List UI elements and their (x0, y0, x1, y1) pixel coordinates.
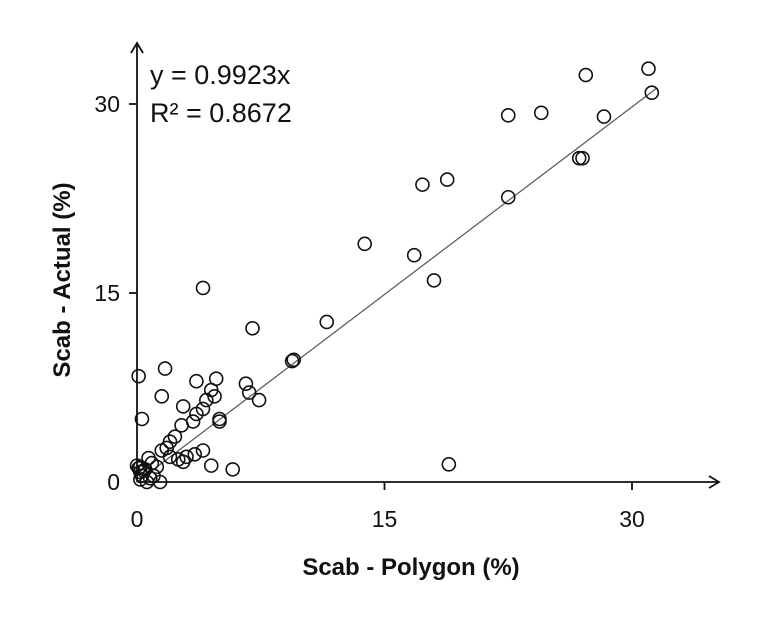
data-point (207, 389, 222, 404)
data-point (500, 189, 516, 205)
data-point (154, 443, 170, 458)
data-point (199, 392, 214, 408)
data-point (238, 376, 254, 392)
data-point (500, 108, 516, 123)
data-point (157, 361, 173, 376)
data-point (319, 314, 335, 330)
data-point (439, 172, 455, 187)
data-point (189, 406, 204, 422)
data-point (441, 457, 457, 472)
data-point (251, 392, 267, 408)
data-point (175, 454, 191, 470)
data-point (426, 273, 442, 288)
data-point (406, 247, 422, 263)
data-point (241, 385, 257, 400)
data-point (175, 399, 191, 414)
data-point (154, 389, 170, 404)
data-point (415, 177, 430, 192)
x-tick-label: 15 (372, 506, 398, 532)
equation-annotation: y = 0.9923x (150, 60, 291, 90)
r-squared-annotation: R² = 0.8672 (150, 98, 292, 128)
x-tick-label: 30 (619, 506, 645, 532)
y-tick-label: 15 (94, 280, 120, 306)
data-point (134, 411, 150, 427)
data-point (533, 105, 549, 121)
data-point (131, 368, 146, 384)
data-point (203, 458, 219, 473)
data-point (286, 352, 302, 368)
data-point (162, 449, 178, 465)
data-point (133, 459, 148, 475)
data-point (167, 429, 183, 444)
data-point (195, 280, 211, 296)
y-tick-label: 0 (107, 469, 120, 495)
data-point (149, 459, 165, 475)
y-ticks: 0 15 30 (94, 91, 137, 495)
data-point (284, 353, 300, 369)
data-point (644, 85, 660, 100)
x-tick-label: 0 (131, 506, 144, 532)
x-axis-title: Scab - Polygon (%) (302, 554, 519, 581)
data-point (571, 150, 587, 166)
data-point (212, 414, 227, 429)
data-point (641, 61, 656, 77)
data-point (187, 446, 203, 462)
data-point (152, 474, 168, 490)
data-point (136, 463, 151, 478)
data-point (195, 443, 211, 458)
data-point (578, 67, 594, 83)
y-tick-label: 30 (94, 91, 120, 117)
data-point (596, 109, 612, 124)
data-point (225, 462, 240, 477)
data-point (245, 320, 260, 336)
x-ticks: 0 15 30 (131, 482, 645, 532)
data-point (174, 417, 189, 433)
data-points (129, 61, 660, 490)
data-point (357, 236, 373, 252)
data-point (189, 373, 204, 389)
data-point (575, 150, 590, 166)
y-axis-title: Scab - Actual (%) (49, 182, 76, 377)
